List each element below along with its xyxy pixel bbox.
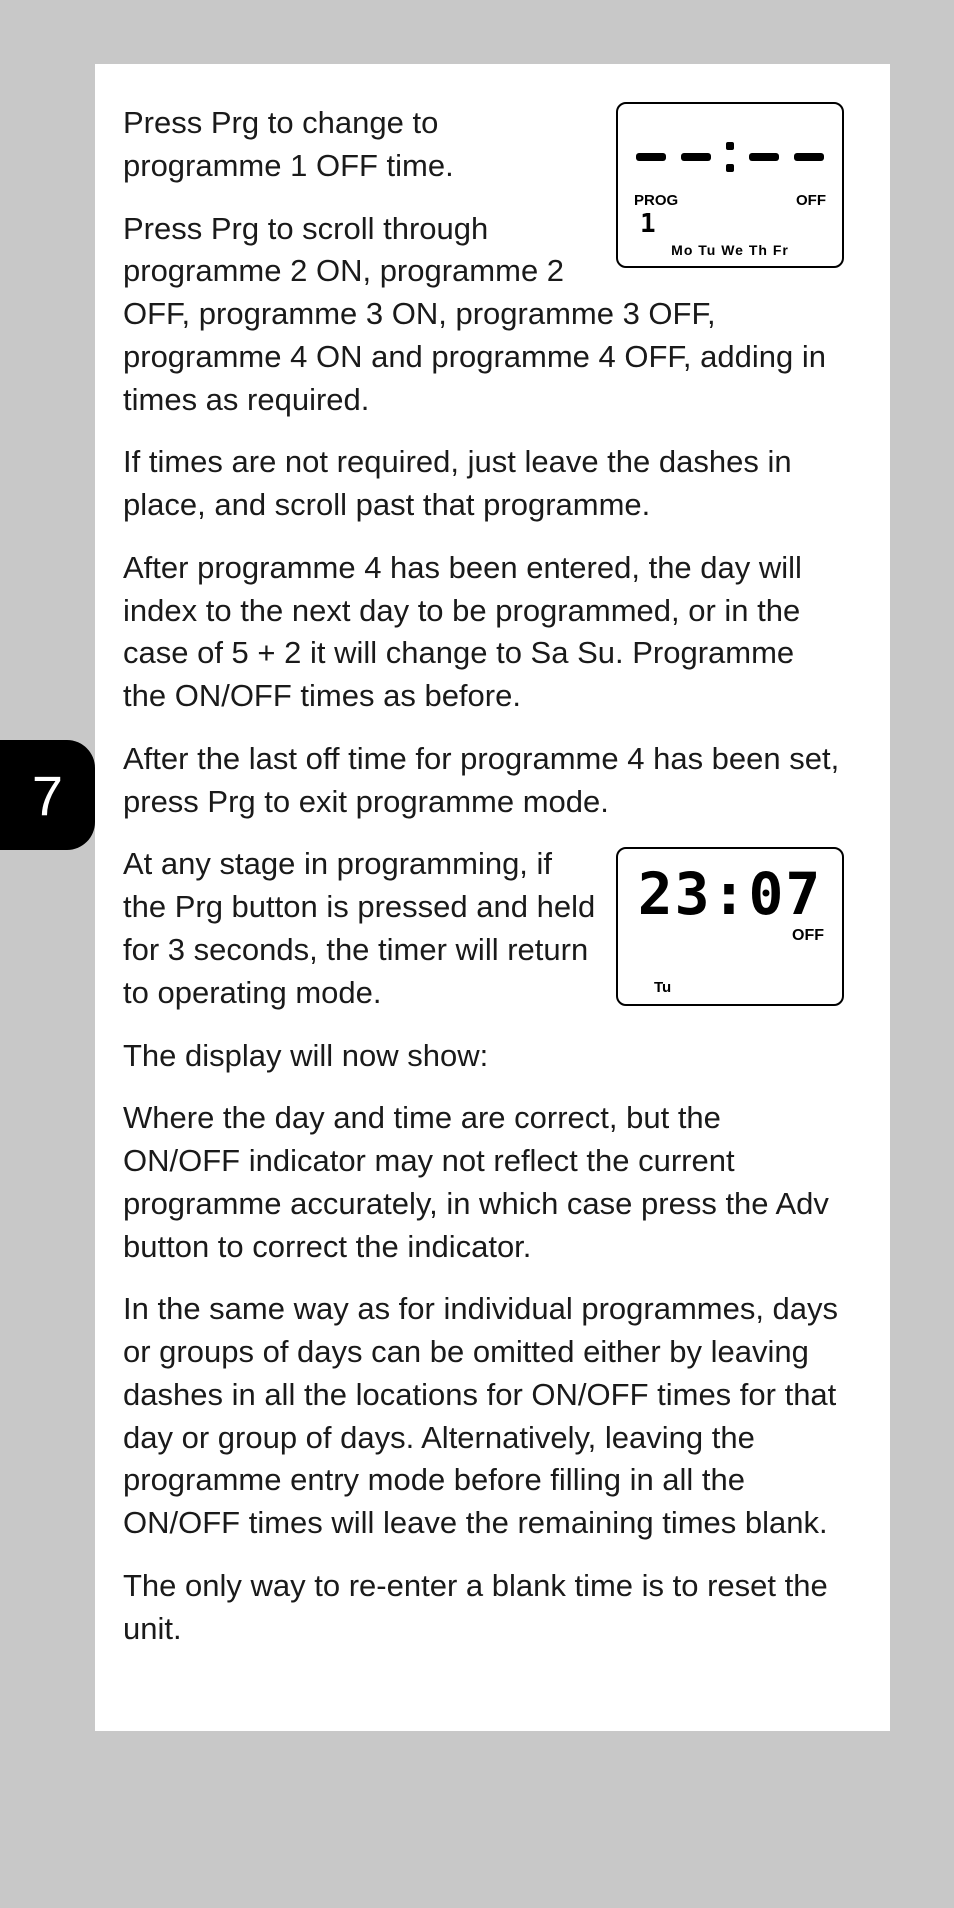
paragraph: If times are not required, just leave th…	[123, 441, 844, 527]
page-number: 7	[32, 763, 63, 828]
lcd-display-operating: 23:07 OFF Tu	[616, 847, 844, 1006]
dash-icon	[636, 153, 666, 161]
paragraph: The only way to re-enter a blank time is…	[123, 1565, 844, 1651]
lcd-prog-label: PROG	[634, 192, 678, 209]
lcd-status-row: PROG 1 OFF	[628, 182, 832, 236]
paragraph: After programme 4 has been entered, the …	[123, 547, 844, 718]
paragraph: Where the day and time are correct, but …	[123, 1097, 844, 1268]
paragraph: The display will now show:	[123, 1035, 844, 1078]
lcd-time-dashes	[628, 116, 832, 182]
lcd-days-row: Mo Tu We Th Fr	[628, 236, 832, 258]
manual-page: PROG 1 OFF Mo Tu We Th Fr Press Prg to c…	[95, 64, 890, 1731]
paragraph: In the same way as for individual progra…	[123, 1288, 844, 1545]
lcd-prog-number: 1	[634, 213, 656, 236]
lcd-time-value: 23:07	[628, 861, 832, 923]
dash-icon	[681, 153, 711, 161]
lcd-off-label: OFF	[796, 192, 826, 209]
lcd-display-programming: PROG 1 OFF Mo Tu We Th Fr	[616, 102, 844, 268]
lcd-day-value: Tu	[628, 945, 832, 996]
colon-icon	[726, 142, 734, 172]
page-number-tab: 7	[0, 740, 95, 850]
dash-icon	[794, 153, 824, 161]
lcd-prog-column: PROG 1	[634, 192, 678, 236]
dash-icon	[749, 153, 779, 161]
paragraph: After the last off time for programme 4 …	[123, 738, 844, 824]
